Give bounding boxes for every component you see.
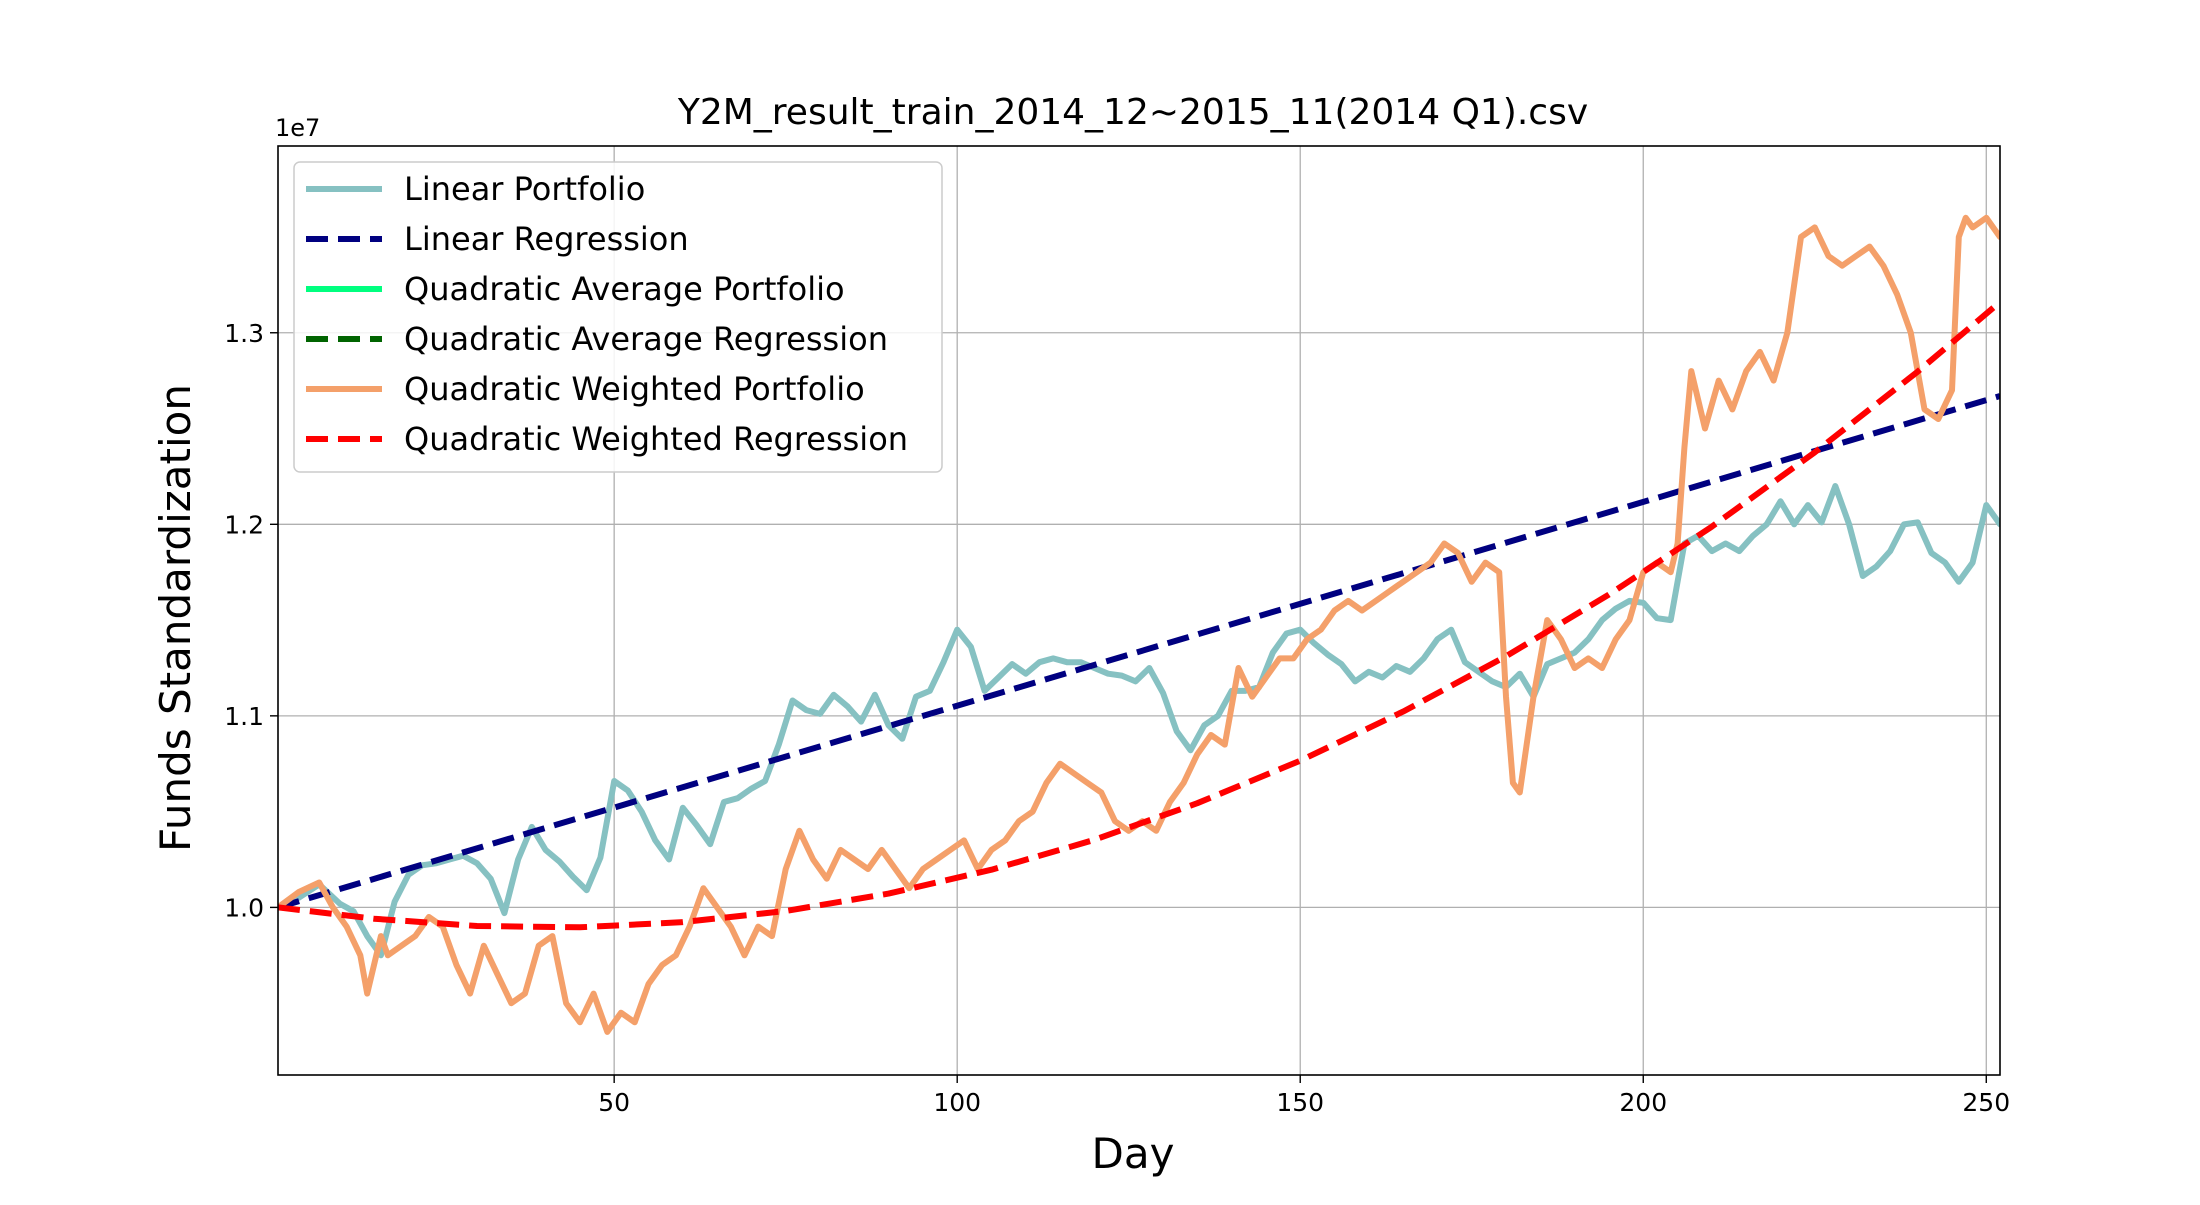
series-line-quadratic-weighted-portfolio <box>278 214 2000 1035</box>
y-tick-label: 1.3 <box>224 319 264 348</box>
y-tick-label: 1.2 <box>224 510 264 539</box>
legend-label-linear-portfolio: Linear Portfolio <box>404 170 645 208</box>
y-tick-label: 1.0 <box>224 893 264 922</box>
chart-title: Y2M_result_train_2014_12~2015_11(2014 Q1… <box>677 92 1588 133</box>
x-tick-label: 50 <box>598 1088 630 1117</box>
legend-label-quadratic-weighted-portfolio: Quadratic Weighted Portfolio <box>404 370 865 408</box>
axis-ticks: 50 100 150 200 250 1.0 1.1 1.2 1.3 <box>224 319 2010 1117</box>
plot-series <box>278 214 2000 1035</box>
legend: Linear Portfolio Linear Regression Quadrat… <box>293 161 943 473</box>
legend-label-linear-regression: Linear Regression <box>404 220 689 258</box>
axes-frame <box>277 145 2001 1076</box>
legend-box <box>293 161 943 473</box>
x-tick-label: 150 <box>1276 1088 1324 1117</box>
y-axis-offset-label: 1e7 <box>275 114 320 142</box>
y-tick-label: 1.1 <box>224 702 264 731</box>
x-tick-label: 200 <box>1619 1088 1667 1117</box>
legend-label-quadratic-average-portfolio: Quadratic Average Portfolio <box>404 270 845 308</box>
y-axis-label: Funds Standardization <box>151 384 200 852</box>
x-tick-label: 100 <box>933 1088 981 1117</box>
series-line-linear-regression <box>278 393 2000 911</box>
legend-label-quadratic-average-regression: Quadratic Average Regression <box>404 320 888 358</box>
series-line-linear-portfolio <box>278 483 2000 959</box>
x-axis-label: Day <box>1092 1129 1175 1178</box>
legend-label-quadratic-weighted-regression: Quadratic Weighted Regression <box>404 420 908 458</box>
series-line-quadratic-weighted-regression <box>278 299 2000 931</box>
x-tick-label: 250 <box>1962 1088 2010 1117</box>
